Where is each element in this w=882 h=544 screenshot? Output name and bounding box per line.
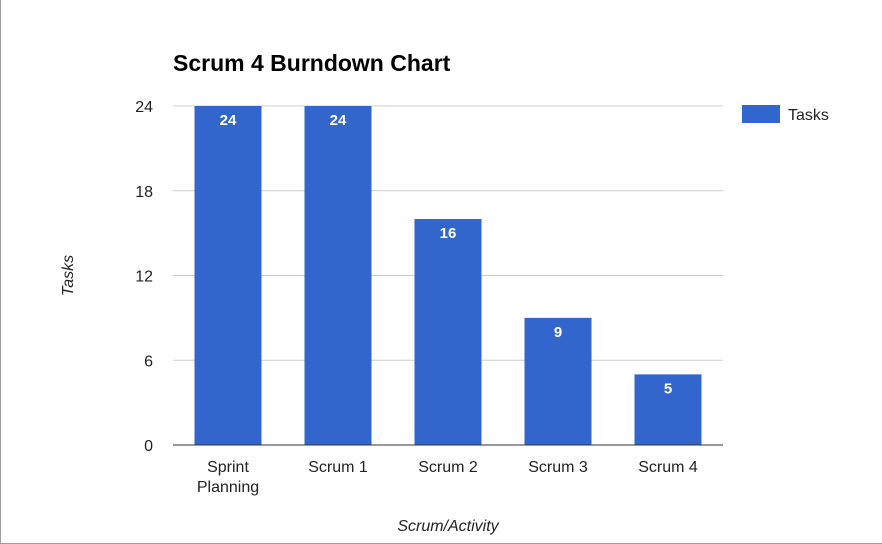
bar — [194, 106, 262, 445]
bars — [194, 106, 702, 445]
y-tick-label: 6 — [144, 353, 153, 370]
x-tick-label: Scrum 3 — [528, 459, 588, 476]
chart-title: Scrum 4 Burndown Chart — [173, 50, 451, 76]
x-axis-title: Scrum/Activity — [397, 518, 499, 535]
legend-swatch — [742, 105, 780, 123]
bar-data-label: 9 — [554, 324, 562, 341]
bar — [634, 374, 702, 445]
bar-data-label: 24 — [330, 112, 347, 129]
bar-data-label: 24 — [220, 112, 237, 129]
bar — [414, 219, 482, 445]
y-tick-label: 18 — [135, 184, 153, 201]
bar — [524, 317, 592, 445]
y-tick-label: 24 — [135, 99, 153, 116]
bar-data-label: 16 — [440, 225, 457, 242]
y-axis-title: Tasks — [60, 255, 77, 296]
y-tick-label: 0 — [144, 438, 153, 455]
bar-data-label: 5 — [664, 380, 672, 397]
bar — [304, 106, 372, 445]
legend-label: Tasks — [788, 107, 829, 124]
x-tick-label: Scrum 1 — [308, 459, 368, 476]
y-tick-label: 12 — [135, 269, 153, 286]
x-tick-label: Scrum 2 — [418, 459, 478, 476]
x-axis-ticks: Sprint Planning Scrum 1 Scrum 2 Scrum 3 Scrum… — [197, 459, 698, 496]
x-tick-label: Sprint Planning — [197, 459, 259, 496]
data-labels: 24 24 16 9 5 — [220, 112, 673, 397]
y-axis-ticks: 0 6 12 18 24 — [135, 99, 153, 455]
x-tick-label: Scrum 4 — [638, 459, 698, 476]
legend: Tasks — [742, 105, 829, 124]
